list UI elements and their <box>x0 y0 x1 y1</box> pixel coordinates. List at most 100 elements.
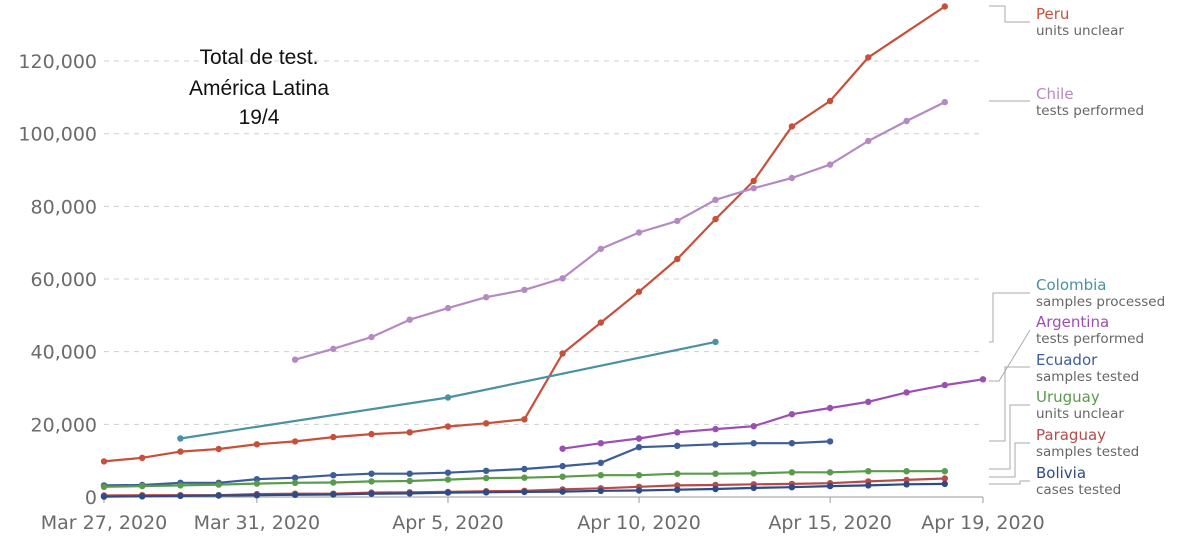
peru-point <box>406 429 413 436</box>
uruguay-point <box>483 474 490 482</box>
argentina-point <box>597 440 604 447</box>
argentina-point <box>635 435 643 442</box>
bolivia-label-name: Bolivia <box>1036 464 1086 482</box>
series-uruguay <box>100 468 948 490</box>
chile-label-unit: tests performed <box>1036 103 1144 119</box>
bolivia-point <box>521 488 528 496</box>
x-tick-label: Mar 27, 2020 <box>41 512 168 534</box>
peru-point <box>597 319 604 326</box>
bolivia-label-unit: cases tested <box>1036 482 1121 498</box>
ecuador-label-connector <box>989 366 1030 442</box>
chile-point <box>559 275 566 282</box>
x-tick-label: Apr 15, 2020 <box>768 512 892 534</box>
ecuador-point <box>291 474 299 481</box>
y-tick-label: 0 <box>85 487 97 509</box>
paraguay-label-name: Paraguay <box>1036 426 1106 444</box>
series-argentina <box>559 376 987 452</box>
peru-point <box>559 350 566 357</box>
ecuador-point <box>330 472 337 479</box>
bolivia-point <box>483 489 490 496</box>
chile-point <box>597 245 604 253</box>
chile-point <box>903 117 910 125</box>
title-line-1: Total de test. <box>199 46 318 69</box>
uruguay-point <box>368 478 375 485</box>
ecuador-line <box>103 440 831 487</box>
x-tick-label: Apr 5, 2020 <box>392 512 503 534</box>
peru-point <box>483 420 490 427</box>
uruguay-point <box>941 468 948 475</box>
chile-point <box>712 196 719 203</box>
bolivia-point <box>559 488 566 495</box>
argentina-point <box>979 376 987 383</box>
peru-point <box>330 433 337 441</box>
ecuador-point <box>712 441 719 448</box>
peru-point <box>865 54 872 61</box>
chile-point <box>674 217 681 225</box>
peru-point <box>750 177 757 185</box>
bolivia-point <box>826 482 834 490</box>
y-axis: 0 20,000 40,000 60,000 80,000 100,000 120,000 <box>18 51 97 509</box>
bolivia-point <box>368 490 375 497</box>
colombia-label-name: Colombia <box>1036 276 1107 294</box>
gridlines <box>104 60 983 425</box>
x-axis: Mar 27, 2020 Mar 31, 2020 Apr 5, 2020 Apr 1… <box>41 496 1045 534</box>
uruguay-label-name: Uruguay <box>1036 388 1100 406</box>
uruguay-point <box>177 482 184 489</box>
x-tick-label: Apr 10, 2020 <box>577 512 701 534</box>
bolivia-point <box>903 481 910 488</box>
colombia-point <box>177 435 184 442</box>
colombia-label-connector <box>989 292 1030 343</box>
chile-point <box>788 174 796 182</box>
ecuador-point <box>788 440 796 447</box>
chile-point <box>291 356 299 363</box>
argentina-point <box>903 389 910 396</box>
argentina-point <box>559 445 566 452</box>
bolivia-point <box>941 480 948 488</box>
uruguay-point <box>444 476 452 483</box>
uruguay-point <box>559 473 566 480</box>
argentina-point <box>865 398 872 405</box>
ecuador-point <box>635 444 643 451</box>
chile-point <box>826 161 834 168</box>
series-bolivia <box>100 480 948 500</box>
chile-point <box>406 316 413 323</box>
ecuador-point <box>483 467 490 474</box>
bolivia-point <box>750 484 757 492</box>
argentina-label-connector <box>989 329 1031 382</box>
peru-point <box>941 3 948 10</box>
y-tick-label: 120,000 <box>18 51 97 73</box>
ecuador-point <box>444 469 452 476</box>
x-tick-label: Apr 19, 2020 <box>921 512 1045 534</box>
uruguay-point <box>215 481 222 488</box>
peru-point <box>521 416 528 423</box>
peru-point <box>368 430 375 438</box>
argentina-point <box>826 404 834 412</box>
peru-point <box>215 445 222 453</box>
peru-point <box>826 97 834 105</box>
title-line-2: América Latina <box>189 77 329 100</box>
chile-point <box>521 286 528 294</box>
colombia-label-unit: samples processed <box>1036 294 1165 310</box>
ecuador-point <box>559 462 566 470</box>
ecuador-label-unit: samples tested <box>1036 369 1139 385</box>
chile-point <box>483 294 490 301</box>
peru-line <box>103 5 946 463</box>
argentina-point <box>674 429 681 436</box>
peru-point <box>100 458 108 465</box>
chile-point <box>635 229 643 236</box>
bolivia-point <box>674 486 681 493</box>
uruguay-point <box>865 468 872 475</box>
uruguay-point <box>100 483 108 490</box>
uruguay-point <box>139 482 146 490</box>
uruguay-point <box>826 469 834 476</box>
chile-line <box>294 101 946 361</box>
bolivia-point <box>444 489 452 496</box>
bolivia-point <box>330 491 337 498</box>
chile-label-name: Chile <box>1036 85 1074 103</box>
